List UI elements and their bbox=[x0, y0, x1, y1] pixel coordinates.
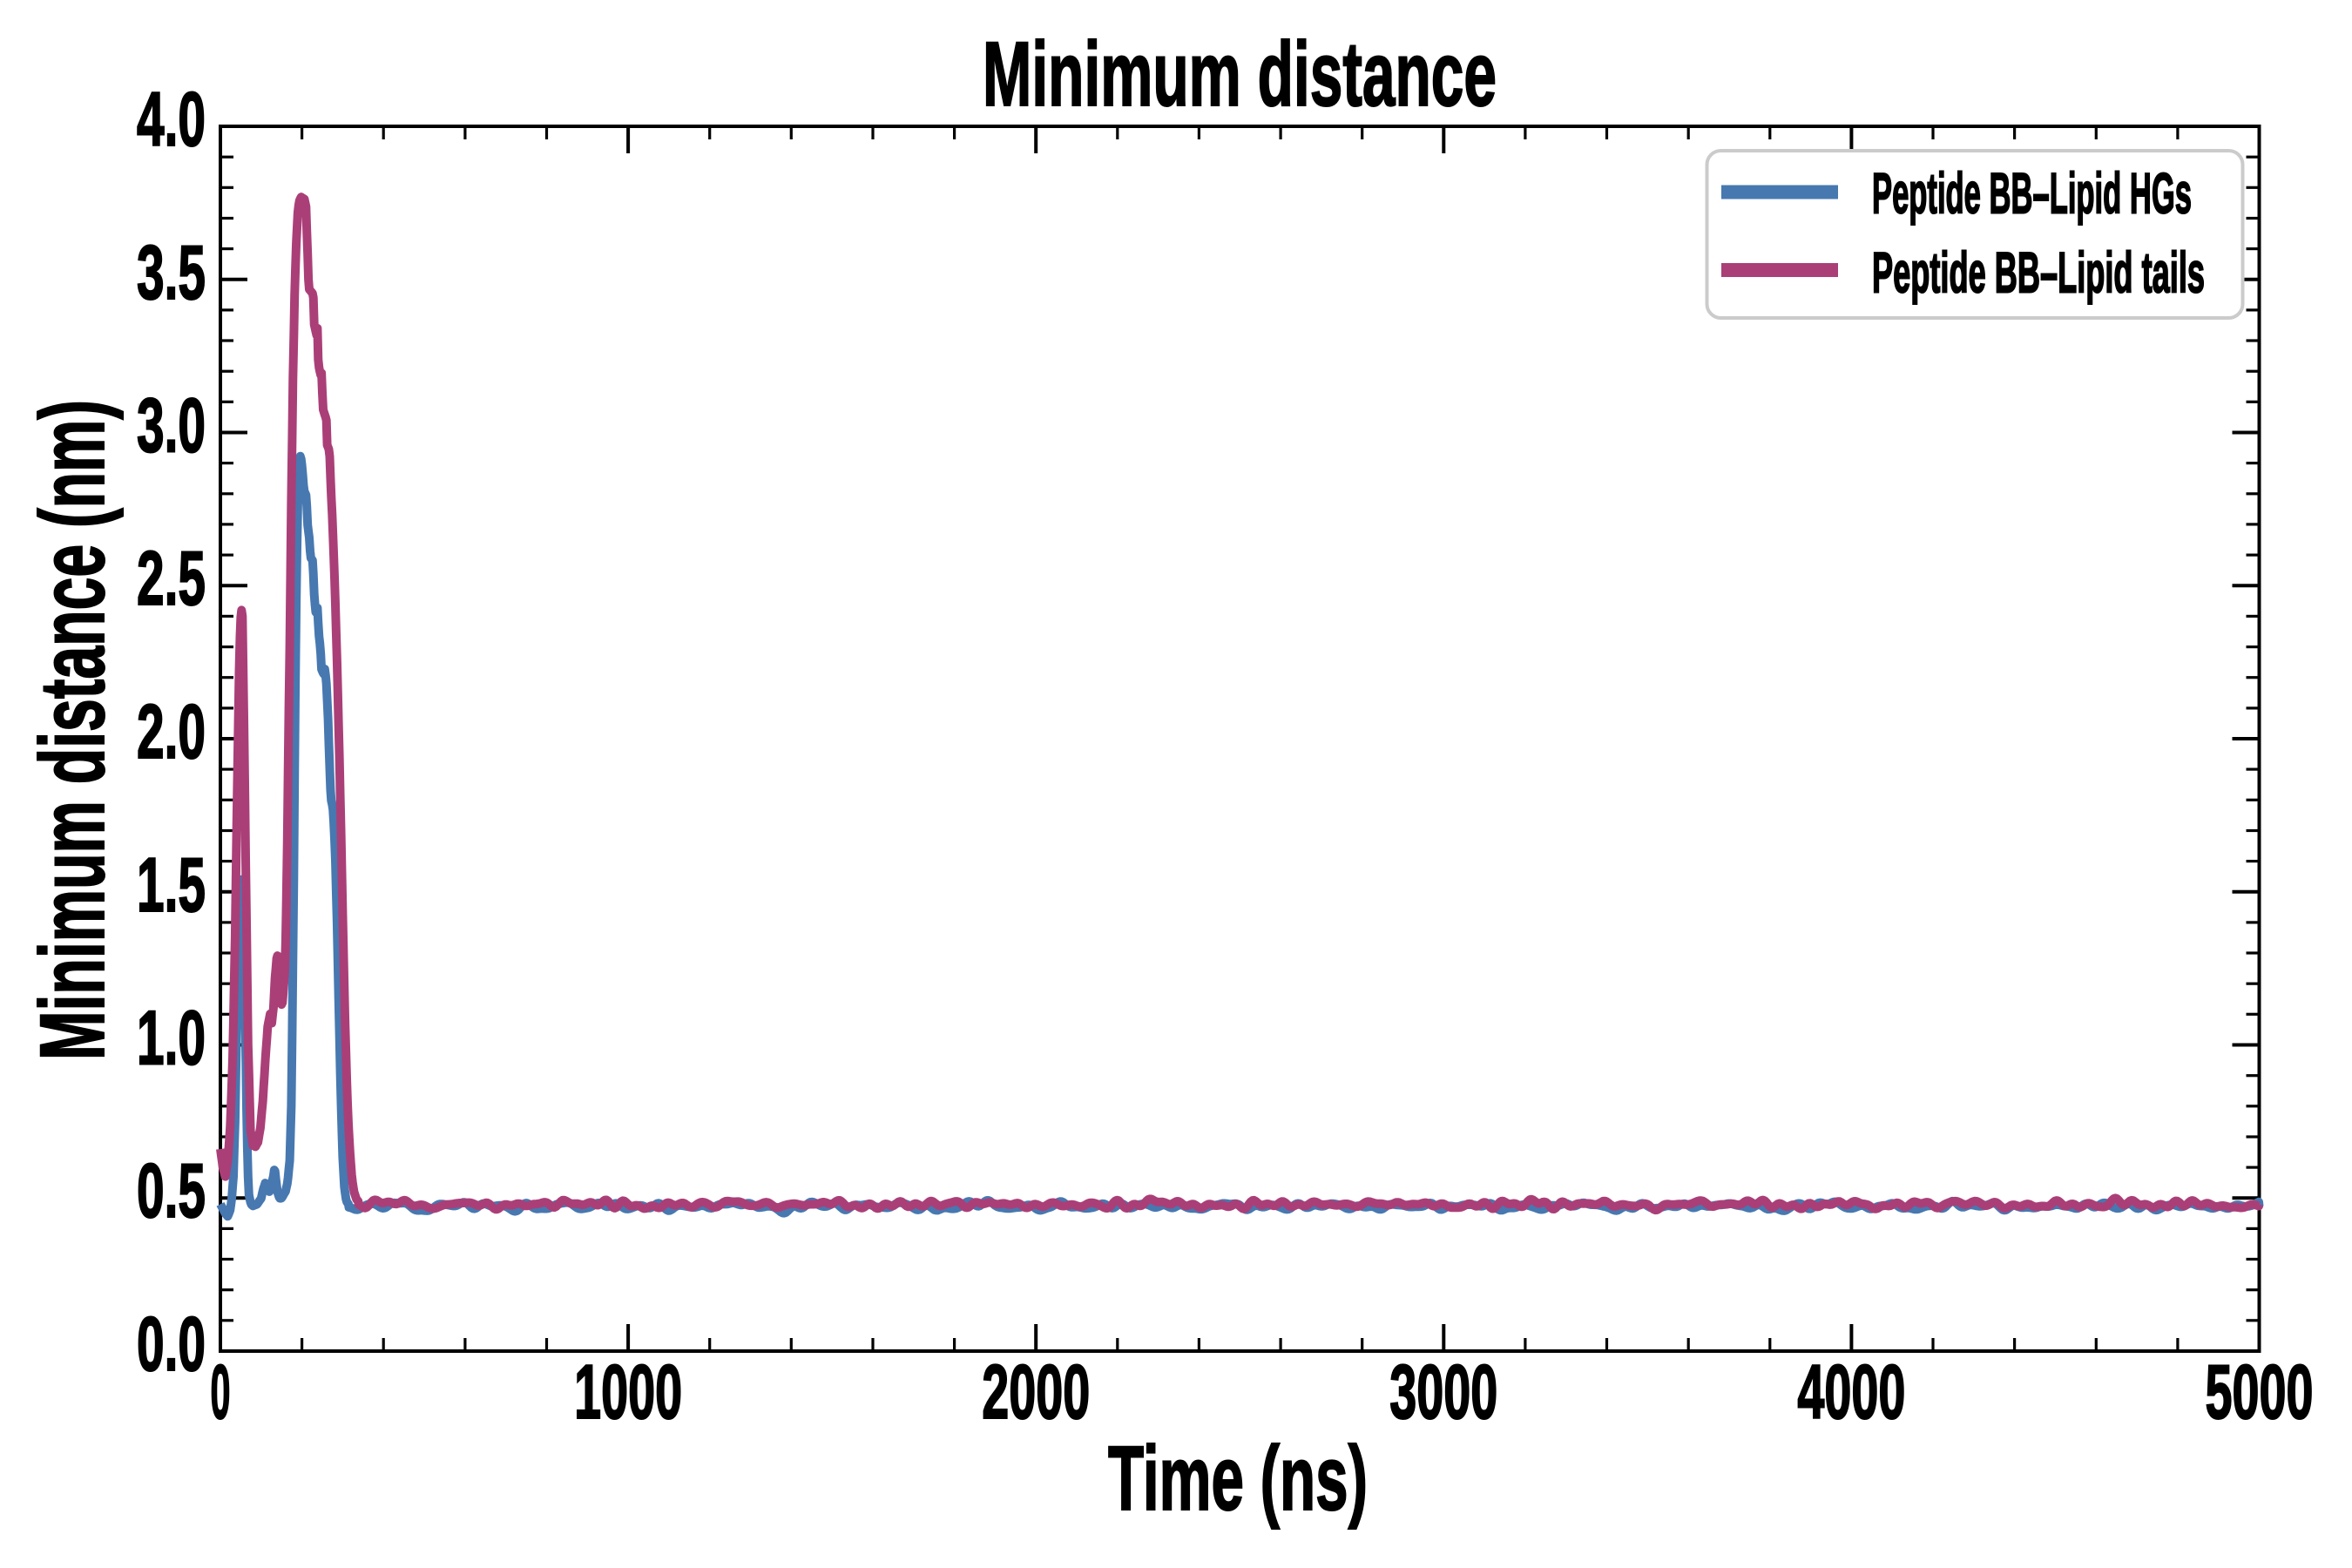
svg-text:0: 0 bbox=[211, 1348, 231, 1435]
svg-text:Peptide BB–Lipid HGs: Peptide BB–Lipid HGs bbox=[1872, 161, 2192, 226]
svg-text:3.0: 3.0 bbox=[137, 382, 206, 469]
svg-text:1.0: 1.0 bbox=[137, 995, 206, 1081]
svg-text:Time (ns): Time (ns) bbox=[1108, 1428, 1368, 1530]
svg-text:2.0: 2.0 bbox=[137, 688, 206, 774]
svg-text:0.0: 0.0 bbox=[137, 1301, 206, 1387]
svg-text:4.0: 4.0 bbox=[137, 76, 206, 162]
svg-text:Minimum distance (nm): Minimum distance (nm) bbox=[22, 400, 124, 1060]
svg-text:0.5: 0.5 bbox=[137, 1147, 206, 1233]
svg-text:5000: 5000 bbox=[2206, 1348, 2314, 1435]
svg-text:1000: 1000 bbox=[574, 1348, 682, 1435]
svg-text:2000: 2000 bbox=[982, 1348, 1090, 1435]
svg-text:4000: 4000 bbox=[1797, 1348, 1905, 1435]
svg-text:3.5: 3.5 bbox=[137, 229, 206, 315]
svg-text:1.5: 1.5 bbox=[137, 841, 206, 928]
svg-text:Peptide BB–Lipid tails: Peptide BB–Lipid tails bbox=[1872, 240, 2205, 305]
svg-text:Minimum distance: Minimum distance bbox=[983, 24, 1497, 125]
svg-text:2.5: 2.5 bbox=[137, 535, 206, 621]
svg-text:3000: 3000 bbox=[1389, 1348, 1497, 1435]
